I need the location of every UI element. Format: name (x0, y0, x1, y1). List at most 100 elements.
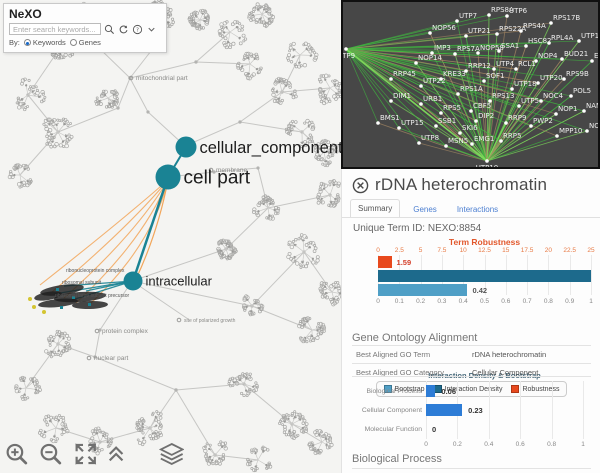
gene-node-RPS5[interactable]: RPS5 (439, 104, 461, 115)
gene-node-ENP1[interactable]: ENP1 (590, 52, 598, 63)
gene-node-CBF5[interactable]: CBF5 (469, 102, 491, 113)
gene-node-RPS1A[interactable]: RPS1A (456, 85, 483, 96)
ontology-cluster-label: ribosomal subunit (62, 280, 102, 286)
gene-node-UTP18[interactable]: UTP18 (510, 80, 537, 91)
radio-option-keywords[interactable]: Keywords (23, 38, 66, 47)
gene-node-UTP21[interactable]: UTP21 (464, 27, 491, 38)
gene-node-RPS17B[interactable]: RPS17B (549, 14, 580, 25)
gene-node-UTP22[interactable]: UTP22 (419, 77, 446, 88)
gene-node-RRP5[interactable]: RRP5 (499, 132, 521, 143)
svg-text:RRP12: RRP12 (468, 62, 491, 70)
search-icon[interactable] (104, 24, 115, 35)
ontology-graph[interactable]: mitochondrial part membrane protein comple… (0, 0, 341, 473)
gene-node-UTP8[interactable]: UTP8 (417, 134, 439, 145)
top-axis-tick: 25 (587, 247, 595, 254)
tab-summary[interactable]: Summary (350, 199, 401, 218)
gene-node-UTP15[interactable]: UTP15 (397, 119, 424, 130)
term-title: rDNA heterochromatin (375, 175, 548, 194)
gene-node-NOP58[interactable]: NOP58 (476, 44, 504, 55)
gene-node-SSB1[interactable]: SSB1 (434, 117, 456, 128)
chevron-down-icon[interactable] (146, 24, 157, 35)
tab-genes[interactable]: Genes (413, 205, 437, 214)
gene-node-NOP56[interactable]: NOP56 (428, 24, 456, 35)
svg-text:UTP9: UTP9 (343, 52, 355, 60)
gene-node-UTP9[interactable]: UTP9 (343, 47, 355, 60)
category-label: Cellular Component (361, 407, 422, 414)
gene-node-RRP45[interactable]: RRP45 (389, 70, 416, 81)
gene-node-NOP14[interactable]: NOP14 (414, 54, 442, 65)
radio-option-genes[interactable]: Genes (69, 38, 101, 47)
svg-text:BMS1: BMS1 (380, 114, 400, 122)
gene-node-NAN1[interactable]: NAN1 (582, 102, 598, 113)
gene-node-SSA1[interactable]: SSA1 (497, 42, 519, 53)
gene-node-RPS8A[interactable]: RPS8A (487, 6, 514, 17)
radio-genes[interactable] (69, 39, 77, 46)
bar-biological-process (426, 385, 436, 397)
gene-node-NOP4[interactable]: NOP4 (534, 52, 558, 63)
go-alignment-heading: Gene Ontology Alignment (352, 332, 478, 344)
fit-to-view-button[interactable] (73, 440, 98, 468)
collapse-all-button[interactable] (107, 440, 125, 468)
gene-node-MSN5[interactable]: MSN5 (444, 137, 468, 148)
gene-node-SKI6[interactable]: SKI6 (458, 124, 478, 135)
gene-node-RPS4A[interactable]: RPS4A (519, 22, 546, 33)
zoom-out-button[interactable] (38, 440, 63, 468)
gene-node-RCL1[interactable]: RCL1 (514, 60, 536, 71)
zoom-toolbar (4, 438, 184, 470)
gene-node-UTP5[interactable]: UTP5 (517, 97, 539, 108)
gene-node-NOP1[interactable]: NOP1 (554, 105, 577, 116)
gene-node-RPS7A[interactable]: RPS7A (453, 45, 480, 56)
close-icon[interactable] (352, 177, 369, 194)
gene-node-UTP6[interactable]: UTP6 (505, 7, 528, 18)
gene-node-RPS22A[interactable]: RPS22A (495, 25, 526, 36)
gene-node-PWP2[interactable]: PWP2 (529, 117, 553, 128)
gene-node-RPL4A[interactable]: RPL4A (547, 34, 573, 45)
top-axis-tick: 12.5 (478, 247, 491, 254)
gene-node-BMS1[interactable]: BMS1 (376, 114, 400, 125)
gene-node-UTP10[interactable]: UTP10 (476, 159, 499, 167)
ontology-node-intracellular[interactable] (123, 271, 143, 291)
gene-node-RRP9[interactable]: RRP9 (504, 114, 526, 125)
gene-node-HSC82[interactable]: HSC82 (524, 37, 552, 48)
ontology-node-label: intracellular (146, 274, 213, 289)
radio-keywords[interactable] (23, 39, 31, 46)
gene-node-UTP4[interactable]: UTP4 (492, 60, 515, 71)
layers-button[interactable] (158, 440, 184, 468)
term-robustness-chart: Term Robustness 0 2.5 5 7.5 10 12.5 15 17.5 20 22… (342, 235, 600, 331)
ontology-canvas[interactable]: mitochondrial part membrane protein comple… (0, 0, 341, 473)
refresh-icon[interactable] (118, 24, 129, 35)
gene-node-MPP10[interactable]: MPP10 (555, 127, 582, 138)
bottom-axis-tick: 0.5 (479, 298, 490, 305)
gene-node-NOC4[interactable]: NOC4 (539, 92, 564, 103)
svg-text:EMG1: EMG1 (474, 135, 494, 143)
top-axis-tick: 5 (418, 247, 423, 254)
gene-node-DIM1[interactable]: DIM1 (389, 92, 411, 103)
bar-cellular-component (426, 404, 463, 416)
gene-node-IMP3[interactable]: IMP3 (430, 44, 451, 55)
gene-node-UTP7[interactable]: UTP7 (455, 12, 477, 23)
gene-node-RPS13[interactable]: RPS13 (488, 92, 514, 103)
help-icon[interactable]: ? (132, 24, 143, 35)
gene-node-POL5[interactable]: POL5 (569, 87, 591, 98)
gene-node-NOP6[interactable]: NOP6 (585, 122, 598, 133)
gene-node-UTP20[interactable]: UTP20 (536, 74, 563, 85)
detail-tabs: Summary Genes Interactions (350, 199, 505, 218)
ontology-node-cell-part[interactable] (155, 164, 181, 190)
search-input[interactable] (9, 23, 101, 35)
tab-interactions[interactable]: Interactions (456, 205, 499, 214)
gene-node-KRE33[interactable]: KRE33 (439, 70, 466, 81)
gene-node-SOF1[interactable]: SOF1 (482, 72, 504, 83)
svg-text:DIP2: DIP2 (478, 112, 494, 120)
gene-node-RPS9B[interactable]: RPS9B (562, 70, 589, 81)
gene-node-URB1[interactable]: URB1 (419, 95, 442, 106)
zoom-in-button[interactable] (4, 440, 29, 468)
gene-node-EMG1[interactable]: EMG1 (470, 135, 494, 146)
svg-text:KRE33: KRE33 (443, 70, 466, 78)
gene-node-UTP13[interactable]: UTP13 (577, 32, 598, 43)
gene-node-BUD21[interactable]: BUD21 (560, 50, 588, 61)
gene-node-DIP2[interactable]: DIP2 (474, 112, 494, 123)
gene-node-RRP12[interactable]: RRP12 (464, 62, 491, 73)
ontology-node-cellular-component[interactable] (175, 136, 197, 158)
